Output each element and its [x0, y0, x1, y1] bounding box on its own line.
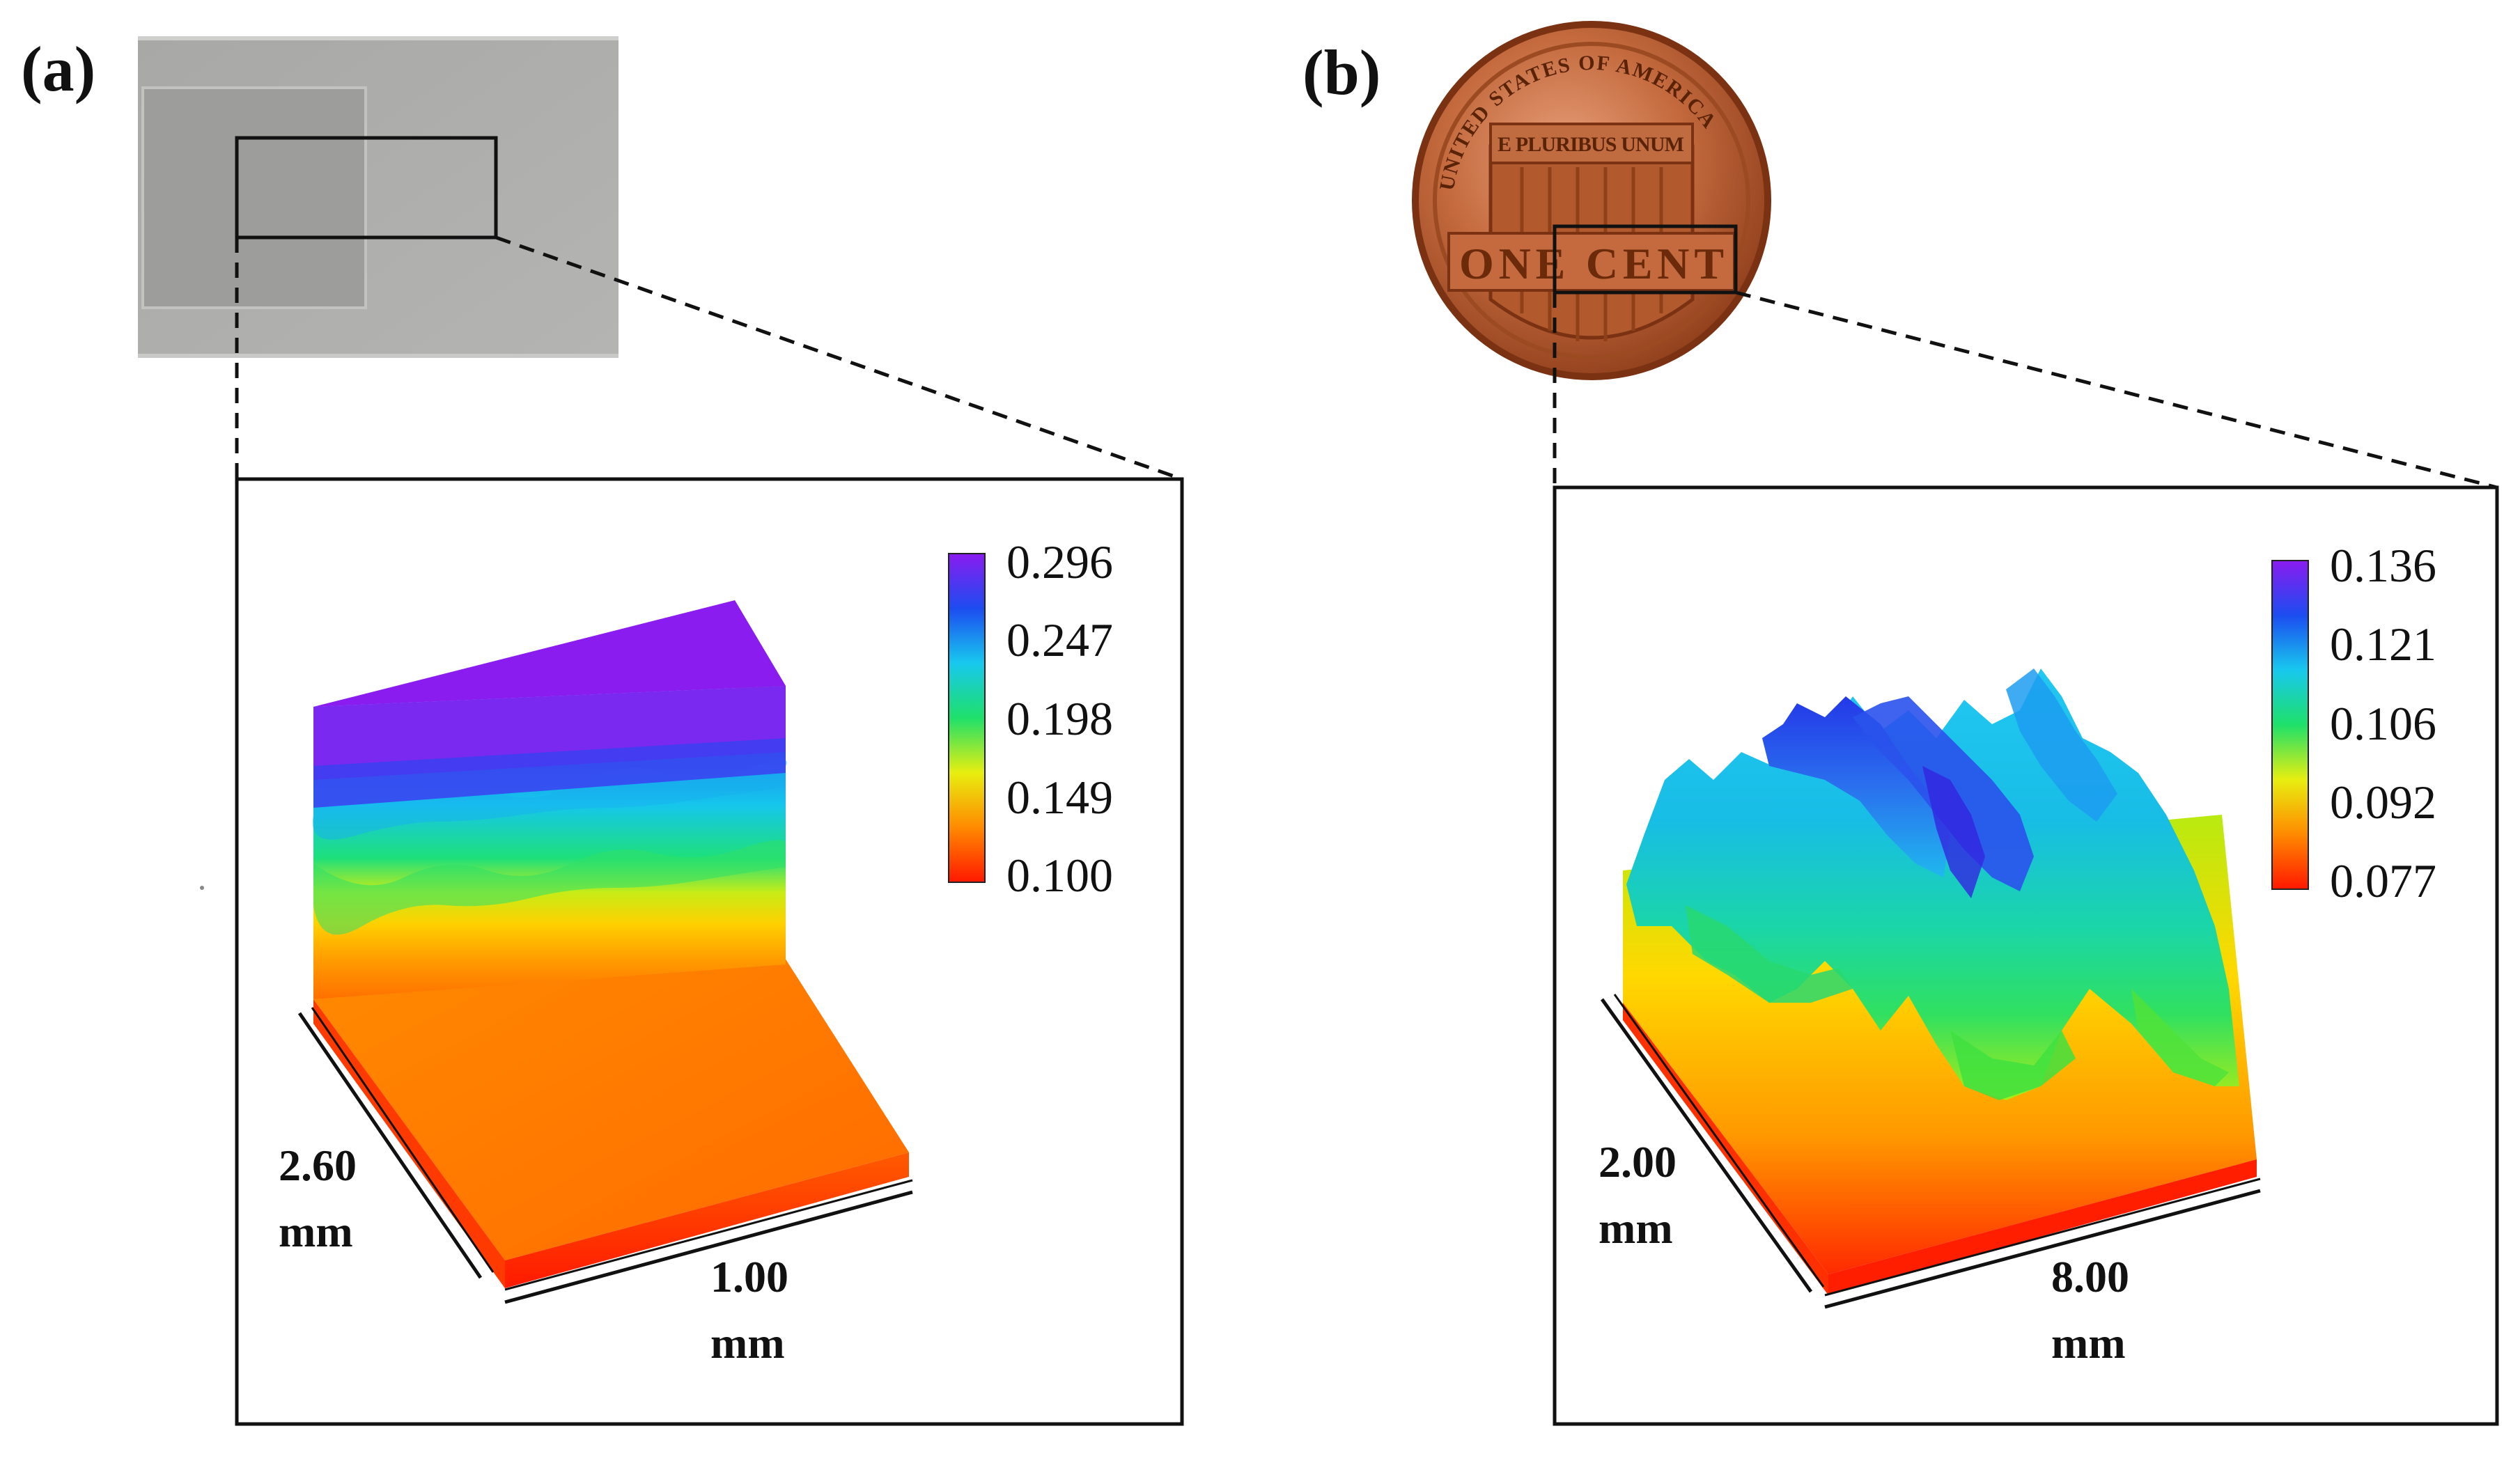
glass-slide-photo	[138, 36, 619, 358]
axis-width-unit-b: mm	[2051, 1318, 2126, 1368]
zoom-region-box-b	[1553, 224, 1738, 295]
axis-width-value: 1.00	[710, 1252, 788, 1301]
surface-rendering-b	[1623, 668, 2257, 1295]
axis-line-width-b	[1824, 1189, 2261, 1309]
colorbar-b: 0.136 0.121 0.106 0.092 0.077	[2271, 539, 2436, 907]
colorbar-a: 0.296 0.247 0.198 0.149 0.100	[948, 535, 1113, 902]
colorbar-b-tick-3: 0.092	[2330, 776, 2436, 829]
coin-motto: E PLURIBUS UNUM	[1498, 133, 1686, 156]
colorbar-a-tick-0: 0.296	[1006, 535, 1113, 588]
surface-rendering	[312, 600, 909, 1288]
colorbar-a-tick-3: 0.149	[1006, 771, 1113, 824]
colorbar-b-tick-0: 0.136	[2330, 539, 2436, 592]
axis-depth-value-b: 2.00	[1599, 1137, 1677, 1187]
coin-denomination: ONE CENT	[1459, 239, 1724, 288]
axis-depth-value: 2.60	[279, 1141, 357, 1190]
panel-b: (b) UNITED STATES OF AMERICA E PLURIBUS …	[1302, 21, 2499, 1426]
axis-width-value-b: 8.00	[2051, 1252, 2129, 1301]
axis-line-depth	[297, 1012, 483, 1279]
panel-a: (a)	[21, 33, 1184, 1426]
axis-line-depth-b	[1600, 998, 1813, 1293]
axis-depth-unit: mm	[279, 1207, 353, 1256]
panel-b-label: (b)	[1302, 37, 1380, 108]
panel-a-label: (a)	[21, 33, 95, 104]
colorbar-b-tick-2: 0.106	[2330, 697, 2436, 750]
colorbar-a-tick-1: 0.247	[1006, 613, 1113, 666]
zoom-region-box	[235, 136, 498, 240]
axis-width-unit: mm	[710, 1318, 785, 1368]
colorbar-a-tick-2: 0.198	[1006, 692, 1113, 745]
coin-photo: UNITED STATES OF AMERICA E PLURIBUS UNUM…	[1412, 21, 1771, 380]
colorbar-b-tick-1: 0.121	[2330, 618, 2436, 671]
stray-dot	[200, 886, 204, 890]
leader-line-right-b	[1735, 290, 2498, 490]
leader-line-right	[495, 235, 1183, 481]
axis-line-width	[504, 1190, 913, 1304]
colorbar-b-tick-4: 0.077	[2330, 854, 2436, 907]
axis-depth-unit-b: mm	[1599, 1203, 1673, 1253]
colorbar-a-tick-4: 0.100	[1006, 849, 1113, 902]
